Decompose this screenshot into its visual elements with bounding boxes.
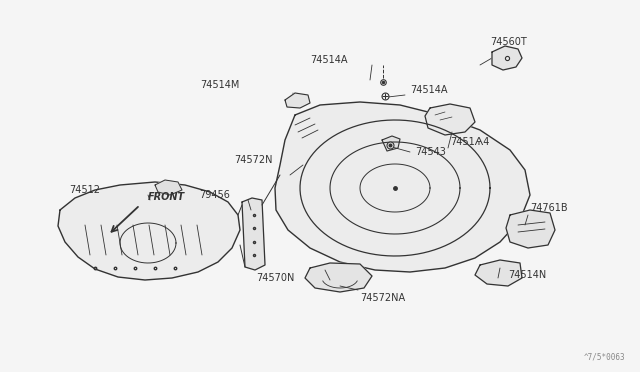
Polygon shape bbox=[275, 102, 530, 272]
Text: 74514N: 74514N bbox=[508, 270, 547, 280]
Text: 74514A: 74514A bbox=[310, 55, 348, 65]
Text: 74761B: 74761B bbox=[530, 203, 568, 213]
Text: 74560T: 74560T bbox=[490, 37, 527, 47]
Polygon shape bbox=[305, 263, 372, 292]
Polygon shape bbox=[475, 260, 522, 286]
Text: 74572N: 74572N bbox=[234, 155, 273, 165]
Text: ^7/5*0063: ^7/5*0063 bbox=[584, 353, 625, 362]
Polygon shape bbox=[242, 198, 265, 270]
Text: FRONT: FRONT bbox=[148, 192, 185, 202]
Text: 74514M: 74514M bbox=[200, 80, 240, 90]
Polygon shape bbox=[382, 136, 400, 151]
Text: 74512: 74512 bbox=[69, 185, 100, 195]
Text: 74514A: 74514A bbox=[410, 85, 447, 95]
Text: 74543: 74543 bbox=[415, 147, 446, 157]
Text: 7451Ѧ4: 7451Ѧ4 bbox=[450, 137, 490, 147]
Polygon shape bbox=[492, 46, 522, 70]
Text: 74570N: 74570N bbox=[257, 273, 295, 283]
Text: 74572NA: 74572NA bbox=[360, 293, 405, 303]
Polygon shape bbox=[285, 93, 310, 108]
Polygon shape bbox=[155, 180, 182, 195]
Text: 79456: 79456 bbox=[199, 190, 230, 200]
Polygon shape bbox=[506, 210, 555, 248]
Polygon shape bbox=[58, 182, 240, 280]
Polygon shape bbox=[425, 104, 475, 135]
